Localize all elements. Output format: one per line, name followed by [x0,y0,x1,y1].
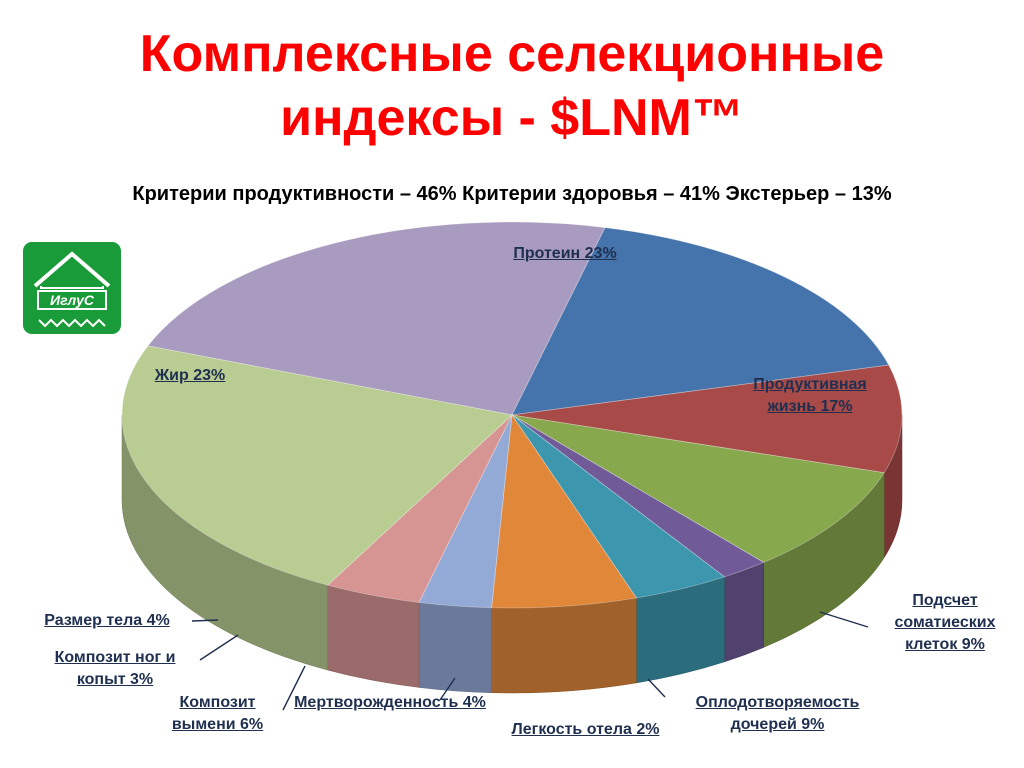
label-daughter-fertility: Оплодотворяемость дочерей 9% [695,694,860,733]
pie-slice-3 [511,414,885,563]
leader-lines [191,611,869,711]
pie-slice-side-7 [418,602,492,693]
label-fat: Жир 23% [154,367,226,384]
house-roof-logo-icon [33,251,111,328]
label-calving-ease: Легкость отела 2% [511,721,660,738]
pie-slice-7 [418,414,513,609]
leader-line-6 [282,665,306,711]
label-feet-legs-composite: Композит ног и копыт 3% [54,649,176,688]
pie-slice-9 [121,345,513,586]
leader-line-2 [819,611,869,628]
label-stillbirth: Мертворожденность 4% [294,694,486,711]
slide-title: Комплексные селекционные индексы - $LNM™ [0,22,1024,150]
label-somatic-cells: Подсчет соматиеских клеток 9% [894,592,996,653]
pie-slice-0 [147,221,606,416]
title-line-1: Комплексные селекционные [139,25,885,83]
pie-slice-side-6 [491,597,637,694]
pie-slice-4 [511,414,765,578]
leader-line-8 [191,619,219,622]
slide-subtitle: Критерии продуктивности – 46% Критерии з… [132,183,892,205]
leader-line-5 [439,677,456,701]
label-udder-composite: Композит вымени 6% [171,694,264,733]
title-line-2: индексы - $LNM™ [280,89,744,147]
pie-top-surface [121,221,903,609]
logo: ИглуС [23,242,121,334]
leader-line-3 [647,678,666,698]
logo-text: ИглуС [37,290,107,310]
pie-slice-2 [511,364,903,474]
label-protein: Протеин 23% [513,245,617,262]
leader-line-7 [199,634,239,661]
label-body-size: Размер тела 4% [44,612,170,629]
pie-slice-8 [326,414,513,603]
pie-slice-5 [511,414,726,599]
pie-slice-side-4 [724,562,764,663]
pie-slice-6 [491,413,638,609]
pie-slice-1 [511,227,890,416]
label-productive-life: Продуктивная жизнь 17% [753,376,867,415]
